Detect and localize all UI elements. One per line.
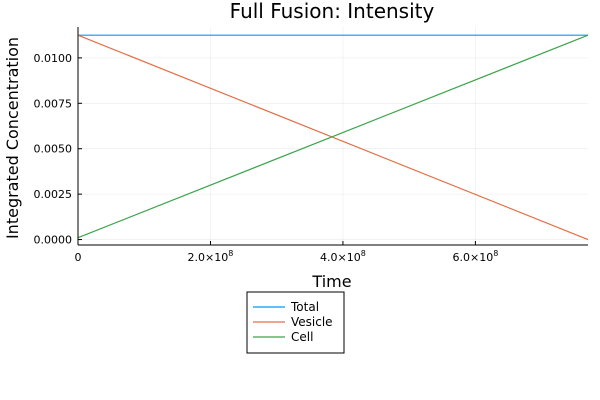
y-tick-label: 0.0075 bbox=[34, 97, 73, 110]
series-line-vesicle bbox=[77, 34, 589, 241]
y-tick-label: 0.0050 bbox=[34, 143, 73, 156]
legend-label: Vesicle bbox=[291, 315, 333, 329]
legend-label: Cell bbox=[291, 330, 313, 344]
legend-label: Total bbox=[290, 300, 319, 314]
grid-lines bbox=[77, 27, 588, 245]
chart-title: Full Fusion: Intensity bbox=[230, 0, 435, 23]
x-axis-label: Time bbox=[311, 272, 351, 291]
axes bbox=[77, 27, 588, 246]
x-tick-label: 2.0×108 bbox=[188, 249, 234, 264]
x-tick-label: 0 bbox=[75, 251, 82, 264]
y-tick-label: 0.0100 bbox=[34, 52, 73, 65]
y-tick-label: 0.0000 bbox=[34, 234, 73, 247]
tick-labels: 0 2.0×108 4.0×108 6.0×108 0.0000 0.0025 0.0050… bbox=[34, 52, 499, 264]
series-lines bbox=[77, 34, 589, 241]
y-tick-label: 0.0025 bbox=[34, 188, 73, 201]
x-tick-label: 6.0×108 bbox=[452, 249, 498, 264]
y-axis-label: Integrated Concentration bbox=[3, 37, 22, 239]
series-line-cell bbox=[77, 34, 589, 239]
x-tick-label: 4.0×108 bbox=[320, 249, 366, 264]
